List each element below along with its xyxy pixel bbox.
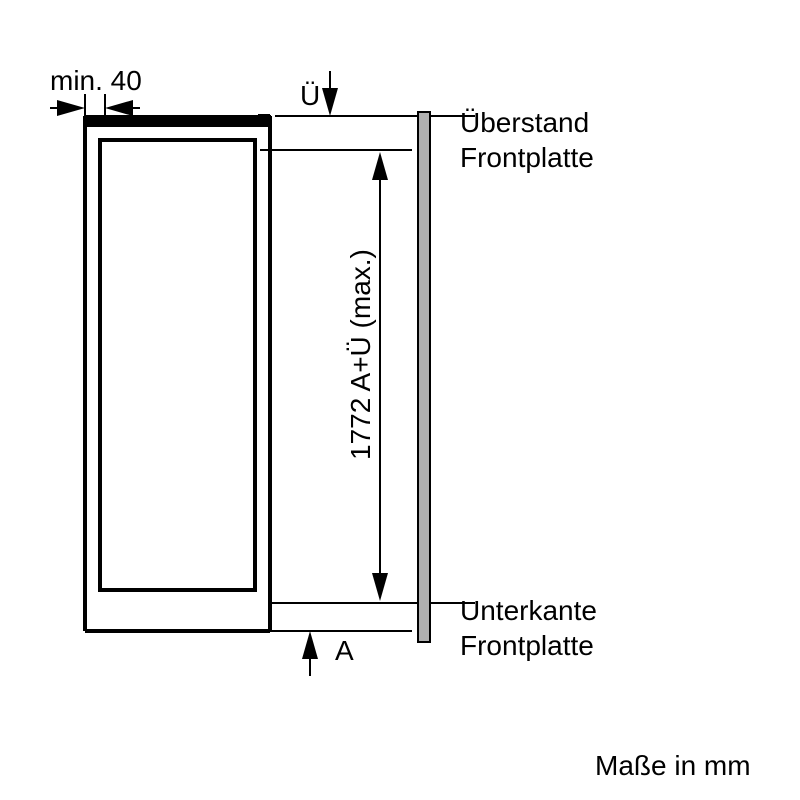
svg-text:Frontplatte: Frontplatte <box>460 630 594 661</box>
svg-text:Überstand: Überstand <box>460 107 589 138</box>
svg-text:Ü: Ü <box>300 80 320 111</box>
svg-text:Unterkante: Unterkante <box>460 595 597 626</box>
svg-text:Maße in mm: Maße in mm <box>595 750 751 781</box>
svg-text:A: A <box>335 635 354 666</box>
technical-dimension-diagram: min. 40 Ü A Überstand Frontplatte Unterkante F… <box>0 0 800 800</box>
svg-text:min. 40: min. 40 <box>50 65 142 96</box>
svg-text:Frontplatte: Frontplatte <box>460 142 594 173</box>
svg-text:1772 A+Ü (max.): 1772 A+Ü (max.) <box>345 249 376 460</box>
